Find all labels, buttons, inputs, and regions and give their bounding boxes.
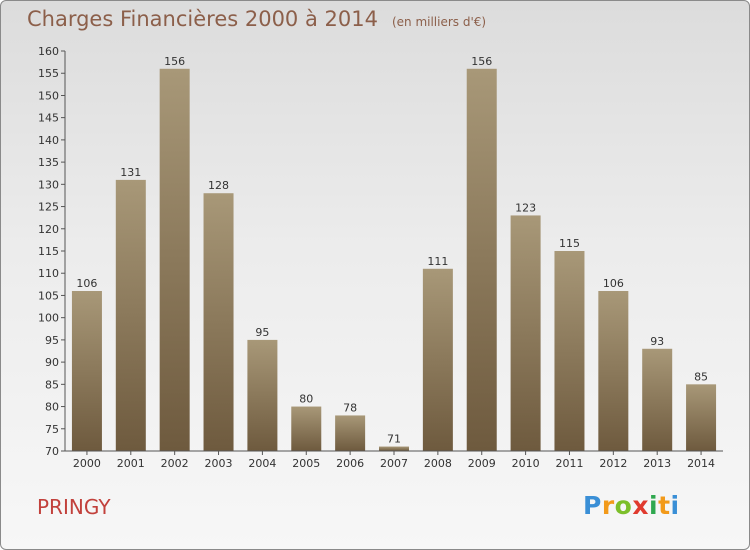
y-tick-label: 145 <box>38 112 59 125</box>
value-label-2010: 123 <box>515 201 536 214</box>
y-tick-label: 110 <box>38 267 59 280</box>
logo-letter: t <box>658 491 671 520</box>
proxiti-logo: Proxiti <box>583 491 680 520</box>
x-tick-label-2000: 2000 <box>73 457 101 470</box>
bar-2008 <box>422 268 453 451</box>
bar-2013 <box>642 348 673 451</box>
chart-subtitle: (en milliers d'€) <box>391 15 487 29</box>
bar-2006 <box>335 415 366 451</box>
logo-letter: i <box>670 491 680 520</box>
x-tick-label-2004: 2004 <box>248 457 276 470</box>
bar-2001 <box>115 179 146 451</box>
bar-2002 <box>159 68 190 452</box>
x-tick-label-2011: 2011 <box>555 457 583 470</box>
value-label-2006: 78 <box>343 401 357 414</box>
bar-2009 <box>466 68 497 452</box>
x-tick-label-2013: 2013 <box>643 457 671 470</box>
y-tick-label: 95 <box>45 334 59 347</box>
bar-2011 <box>554 251 585 451</box>
bar-2014 <box>686 384 717 451</box>
logo-letter: P <box>583 491 602 520</box>
logo-letter: i <box>649 491 659 520</box>
y-tick-label: 125 <box>38 201 59 214</box>
y-tick-label: 140 <box>38 134 59 147</box>
y-tick-label: 115 <box>38 245 59 258</box>
x-tick-label-2005: 2005 <box>292 457 320 470</box>
x-tick-label-2010: 2010 <box>512 457 540 470</box>
y-tick-label: 135 <box>38 156 59 169</box>
value-label-2014: 85 <box>694 370 708 383</box>
y-tick-label: 90 <box>45 356 59 369</box>
x-tick-label-2001: 2001 <box>117 457 145 470</box>
value-label-2000: 106 <box>76 277 97 290</box>
x-tick-label-2008: 2008 <box>424 457 452 470</box>
bars: 106 131 156 128 95 80 78 71 111 156 123 115 106 93 85 <box>71 55 717 452</box>
y-tick-label: 155 <box>38 67 59 80</box>
x-tick-label-2014: 2014 <box>687 457 715 470</box>
y-tick-label: 75 <box>45 423 59 436</box>
y-tick-label: 80 <box>45 401 59 414</box>
value-label-2008: 111 <box>427 255 448 268</box>
y-tick-label: 85 <box>45 378 59 391</box>
bar-2010 <box>510 215 541 451</box>
value-label-2002: 156 <box>164 55 185 68</box>
chart-title-text: Charges Financières 2000 à 2014 <box>27 7 378 31</box>
x-tick-label-2002: 2002 <box>161 457 189 470</box>
bar-2000 <box>71 291 102 451</box>
logo-letter: r <box>601 491 615 520</box>
bar-2003 <box>203 193 234 451</box>
y-tick-label: 105 <box>38 289 59 302</box>
bar-2004 <box>247 339 278 451</box>
x-tick-label-2006: 2006 <box>336 457 364 470</box>
bar-2007 <box>379 446 409 451</box>
logo-letter: o <box>614 491 633 520</box>
value-label-2011: 115 <box>559 237 580 250</box>
value-label-2009: 156 <box>471 55 492 68</box>
value-label-2004: 95 <box>255 326 269 339</box>
y-axis: 70 75 80 85 90 95 100 105 110 115 120 125 130 135 140 1… <box>38 45 66 458</box>
y-tick-label: 150 <box>38 89 59 102</box>
x-tick-label-2007: 2007 <box>380 457 408 470</box>
value-label-2012: 106 <box>603 277 624 290</box>
bar-2012 <box>598 291 629 451</box>
x-tick-label-2003: 2003 <box>205 457 233 470</box>
y-tick-label: 130 <box>38 178 59 191</box>
x-axis: 2000 2001 2002 2003 2004 2005 2006 2007 2008 2009… <box>65 450 723 470</box>
value-label-2003: 128 <box>208 179 229 192</box>
town-name: PRINGY <box>37 495 111 519</box>
value-label-2007: 71 <box>387 433 401 446</box>
y-tick-label: 70 <box>45 445 59 458</box>
logo-letter: x <box>632 491 649 520</box>
y-tick-label: 160 <box>38 45 59 58</box>
value-label-2013: 93 <box>650 335 664 348</box>
value-label-2005: 80 <box>299 393 313 406</box>
y-tick-label: 100 <box>38 312 59 325</box>
y-tick-label: 120 <box>38 223 59 236</box>
x-tick-label-2012: 2012 <box>599 457 627 470</box>
chart-title: Charges Financières 2000 à 2014 (en milli… <box>27 7 486 31</box>
value-label-2001: 131 <box>120 166 141 179</box>
x-tick-label-2009: 2009 <box>468 457 496 470</box>
bar-2005 <box>291 406 322 451</box>
